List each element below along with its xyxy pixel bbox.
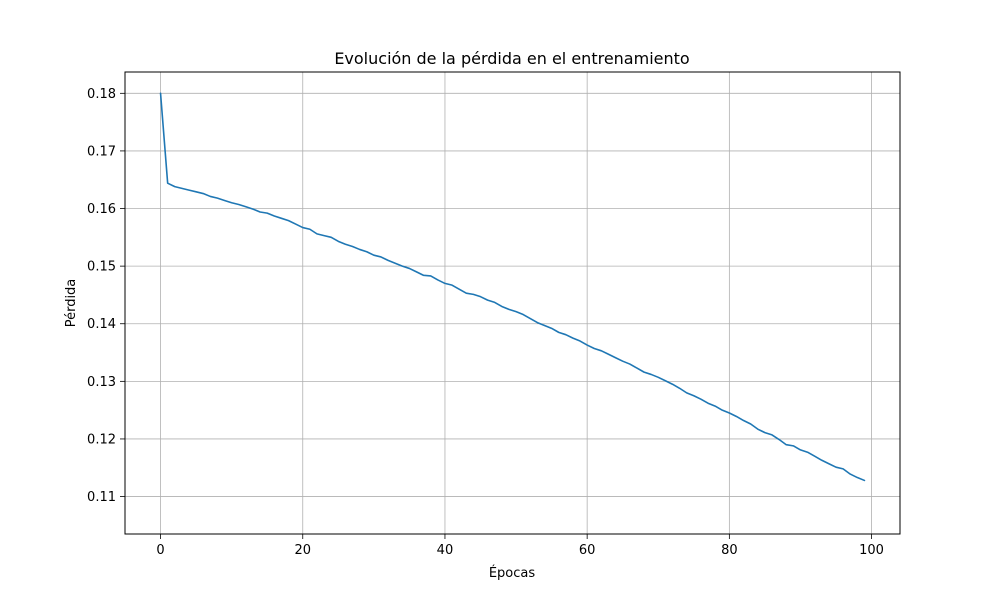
series-layer [159,92,866,482]
y-tick-label: 0.12 [87,432,116,447]
x-axis-ticks: 0 20 40 60 80 100 [156,534,884,558]
chart-title: Evolución de la pérdida en el entrenamie… [334,49,689,68]
x-tick-label: 100 [859,543,884,558]
x-tick-label: 80 [721,543,738,558]
y-axis-label: Pérdida [64,279,79,328]
y-tick-label: 0.17 [87,144,116,159]
x-tick-label: 40 [437,543,454,558]
x-tick-label: 60 [579,543,596,558]
grid-lines [125,72,900,534]
y-tick-label: 0.15 [87,260,116,275]
y-axis-ticks: 0.11 0.12 0.13 0.14 0.15 0.16 0.17 0.18 [87,87,125,505]
plot-frame [124,71,901,535]
x-tick-label: 0 [156,543,164,558]
y-tick-label: 0.13 [87,375,116,390]
y-tick-label: 0.14 [87,317,116,332]
y-tick-label: 0.18 [87,87,116,102]
loss-series-line [159,92,866,482]
x-axis-label: Épocas [489,565,536,581]
x-tick-label: 20 [294,543,311,558]
y-tick-label: 0.16 [87,202,116,217]
y-tick-label: 0.11 [87,490,116,505]
